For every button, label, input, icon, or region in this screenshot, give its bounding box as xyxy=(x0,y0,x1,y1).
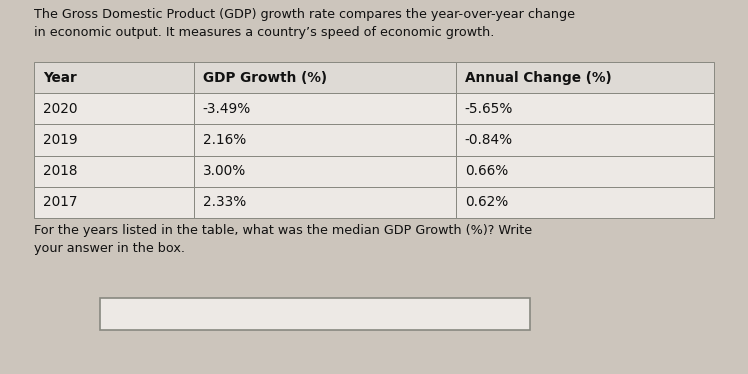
Text: 3.00%: 3.00% xyxy=(203,164,246,178)
Bar xyxy=(194,187,456,218)
Bar xyxy=(34,125,194,156)
Text: 2017: 2017 xyxy=(43,195,77,209)
Text: 2019: 2019 xyxy=(43,133,77,147)
Text: 2.16%: 2.16% xyxy=(203,133,246,147)
Text: -5.65%: -5.65% xyxy=(465,102,513,116)
Bar xyxy=(456,62,714,93)
Bar xyxy=(194,62,456,93)
Text: GDP Growth (%): GDP Growth (%) xyxy=(203,71,327,85)
Text: Annual Change (%): Annual Change (%) xyxy=(465,71,611,85)
Text: For the years listed in the table, what was the median GDP Growth (%)? Write
you: For the years listed in the table, what … xyxy=(34,224,532,254)
Text: 0.62%: 0.62% xyxy=(465,195,508,209)
Bar xyxy=(194,125,456,156)
Bar xyxy=(34,62,194,93)
Text: 0.66%: 0.66% xyxy=(465,164,508,178)
Bar xyxy=(456,187,714,218)
Bar xyxy=(34,93,194,125)
Text: 2.33%: 2.33% xyxy=(203,195,246,209)
Text: Year: Year xyxy=(43,71,76,85)
Bar xyxy=(194,156,456,187)
Text: 2018: 2018 xyxy=(43,164,77,178)
Bar xyxy=(34,156,194,187)
Bar xyxy=(456,93,714,125)
Bar xyxy=(456,125,714,156)
Text: -0.84%: -0.84% xyxy=(465,133,513,147)
Text: The Gross Domestic Product (GDP) growth rate compares the year-over-year change
: The Gross Domestic Product (GDP) growth … xyxy=(34,8,575,39)
Bar xyxy=(194,93,456,125)
Bar xyxy=(456,156,714,187)
Bar xyxy=(100,298,530,330)
Bar xyxy=(34,187,194,218)
Text: -3.49%: -3.49% xyxy=(203,102,251,116)
Text: 2020: 2020 xyxy=(43,102,77,116)
